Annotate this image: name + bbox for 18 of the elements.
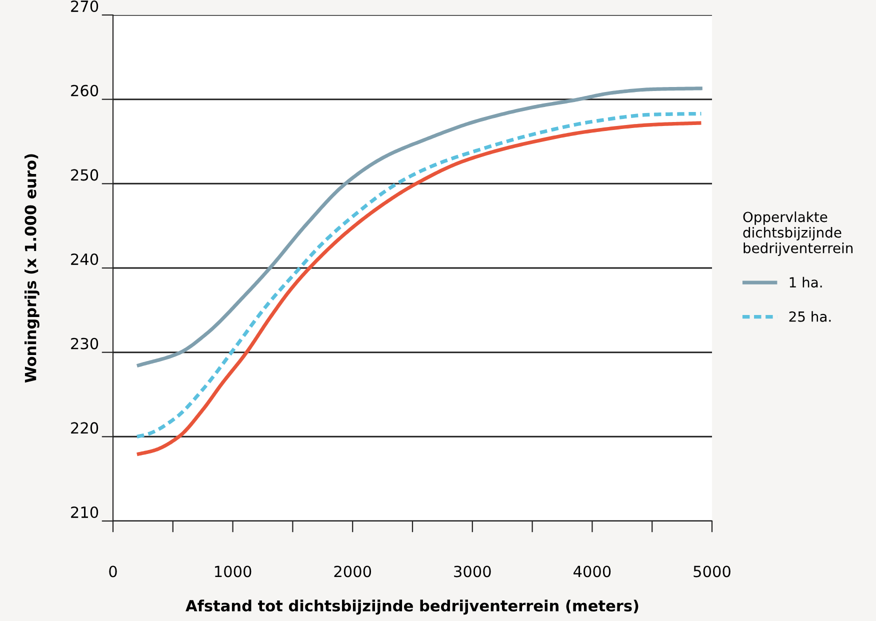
x-tick-label: 4000 [574, 566, 611, 578]
legend-label: 25 ha. [789, 311, 831, 322]
x-tick-label: 0 [109, 566, 117, 578]
x-tick-label: 5000 [694, 566, 730, 578]
y-axis-title: Woningprijs (x 1.000 euro) [24, 154, 40, 383]
y-tick-label: 220 [71, 422, 98, 434]
y-tick-label: 240 [71, 253, 98, 266]
x-tick-label: 2000 [334, 566, 372, 578]
legend-label: 1 ha. [790, 276, 822, 288]
y-tick-label: 250 [71, 169, 98, 181]
x-tick-label: 1000 [215, 566, 252, 578]
y-tick-label: 230 [71, 338, 98, 350]
y-tick-label: 270 [71, 0, 98, 12]
legend-title: Oppervlakte dichtsbijzijnde bedrijventerrein [743, 211, 853, 256]
y-tick-label: 210 [71, 506, 98, 518]
x-tick-label: 3000 [454, 566, 491, 578]
x-axis-title: Afstand tot dichtsbijzijnde bedrijventerrein (meters) [186, 600, 638, 615]
y-tick-label: 260 [71, 84, 98, 96]
